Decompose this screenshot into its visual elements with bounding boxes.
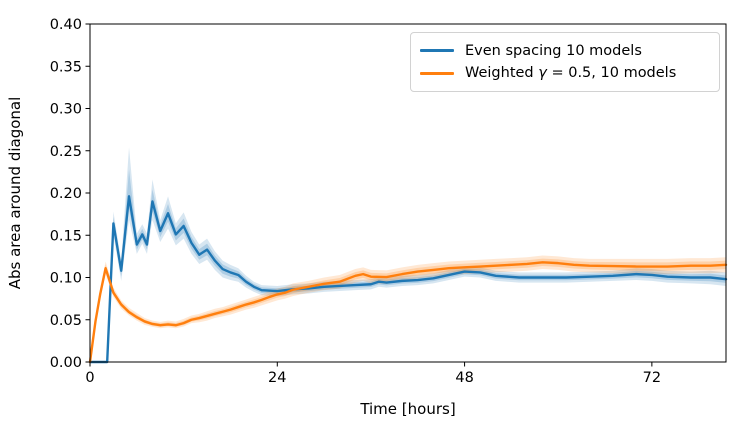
- y-tick-label: 0.20: [50, 186, 82, 202]
- y-tick-label: 0.30: [50, 102, 82, 118]
- axis-tick-labels: 0 24 48 72 0.00 0.05 0.10 0.15 0.20 0.25 0.30 0.35 0…: [50, 17, 661, 386]
- y-tick-label: 0.00: [50, 355, 82, 371]
- y-tick-label: 0.25: [50, 144, 82, 160]
- legend-label: Even spacing 10 models: [465, 42, 642, 59]
- y-tick-label: 0.05: [50, 313, 82, 329]
- band-inner-weighted-gamma: [90, 258, 726, 362]
- series-lines: [88, 195, 728, 364]
- x-axis-label: Time [hours]: [359, 400, 455, 418]
- legend-label: Weighted γ = 0.5, 10 models: [465, 65, 677, 82]
- y-axis-label: Abs area around diagonal: [6, 97, 24, 290]
- band-outer-even-spacing: [90, 147, 726, 362]
- x-tick-label: 48: [455, 370, 473, 386]
- y-tick-label: 0.10: [50, 271, 82, 287]
- axis-ticks: [85, 23, 653, 367]
- legend-line-swatch: [420, 49, 454, 53]
- y-tick-label: 0.35: [50, 59, 82, 75]
- confidence-bands: [90, 147, 726, 362]
- legend-entry-even-spacing: Even spacing 10 models: [420, 43, 710, 59]
- legend-entry-weighted-gamma: Weighted γ = 0.5, 10 models: [420, 65, 710, 81]
- legend: Even spacing 10 models Weighted γ = 0.5, …: [410, 32, 720, 92]
- y-tick-label: 0.15: [50, 228, 82, 244]
- legend-line-swatch: [420, 71, 454, 75]
- x-tick-label: 72: [643, 370, 661, 386]
- x-tick-label: 0: [85, 370, 94, 386]
- series-line-weighted-gamma: [88, 261, 728, 364]
- x-tick-label: 24: [268, 370, 286, 386]
- band-inner-even-spacing: [90, 169, 726, 362]
- y-tick-label: 0.40: [50, 17, 82, 33]
